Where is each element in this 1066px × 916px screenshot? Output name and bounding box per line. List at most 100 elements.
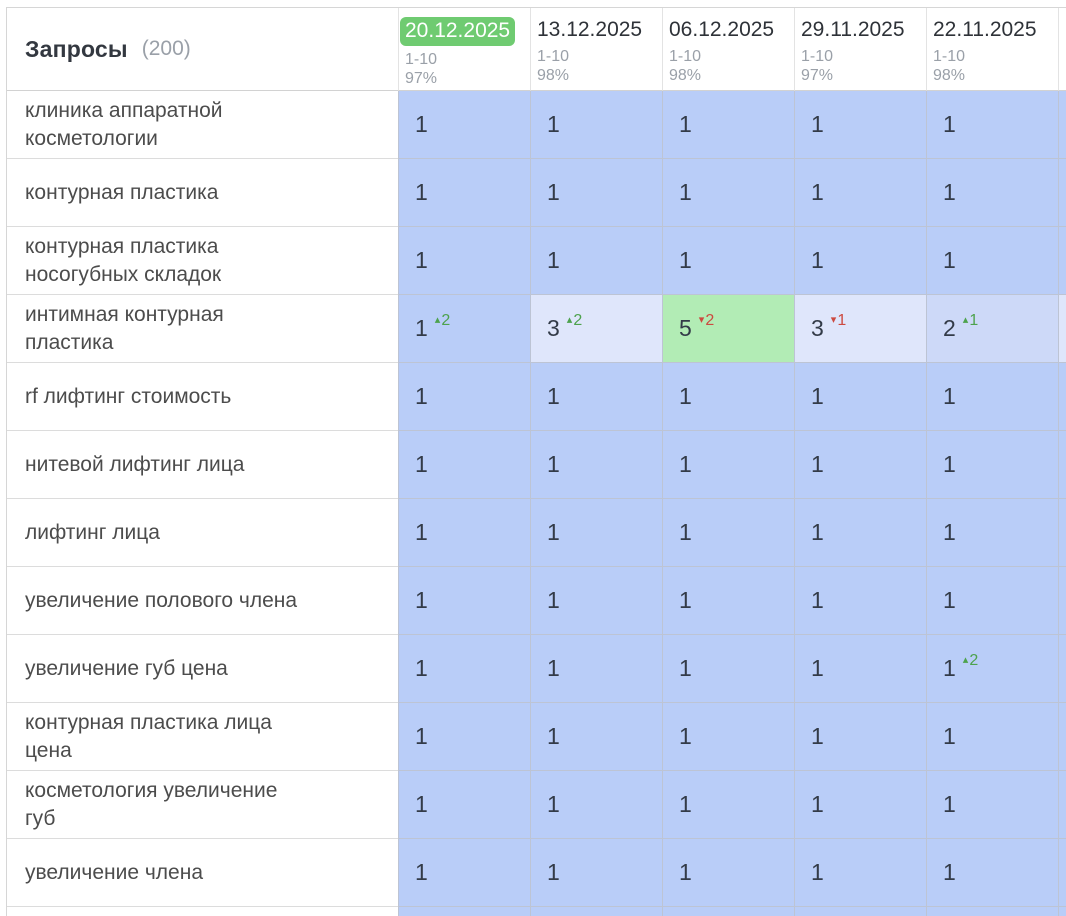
position-cell[interactable]: 1 — [530, 91, 662, 159]
position-cell[interactable]: 1 — [662, 431, 794, 499]
position-cell[interactable]: 1 — [662, 567, 794, 635]
table-row: интимная контурная пластика 1 ▴ 2 3 ▴ 2 5 ▾ 2 3 ▾ 1 2… — [7, 295, 1066, 363]
position-cell[interactable]: 1 — [398, 227, 530, 295]
position-cell[interactable]: 3 ▾ 1 — [794, 295, 926, 363]
position-cell — [1058, 771, 1066, 839]
position-cell[interactable]: 1 — [398, 567, 530, 635]
position-cell[interactable]: 1 — [530, 771, 662, 839]
position-cell[interactable]: 1 — [794, 703, 926, 771]
position-value: 1 — [547, 111, 560, 137]
position-cell[interactable]: 1 — [398, 703, 530, 771]
query-cell[interactable]: увеличение полового члена — [7, 567, 398, 635]
position-cell[interactable]: 1 — [662, 839, 794, 907]
position-cell[interactable]: 1 — [662, 91, 794, 159]
position-cell[interactable]: 1 — [794, 227, 926, 295]
position-cell[interactable]: 1 — [662, 159, 794, 227]
position-cell[interactable]: 1 — [530, 227, 662, 295]
position-cell[interactable]: 1 ▴ 2 — [398, 295, 530, 363]
position-cell[interactable]: 1 — [530, 159, 662, 227]
position-value: 1 — [811, 247, 824, 273]
position-cell[interactable]: 1 — [926, 567, 1058, 635]
position-cell[interactable]: 1 — [662, 771, 794, 839]
position-cell[interactable]: 1 — [926, 703, 1058, 771]
position-cell[interactable]: 1 — [662, 635, 794, 703]
position-value: 1 — [943, 111, 956, 137]
down-arrow-icon: ▾ — [830, 314, 837, 326]
queries-count: (200) — [141, 37, 191, 60]
position-cell[interactable]: 1 — [926, 91, 1058, 159]
table-row: контурная пластика носогубных складок 1 1 1… — [7, 227, 1066, 295]
position-value: 1 — [943, 179, 956, 205]
position-cell[interactable]: 1 — [794, 91, 926, 159]
position-cell[interactable]: 1 — [926, 431, 1058, 499]
visibility-percent: 97% — [405, 70, 438, 88]
position-cell[interactable]: 1 — [530, 431, 662, 499]
date-column-header-0[interactable]: 20.12.2025 1-10 97% — [398, 8, 530, 91]
position-cell[interactable]: 1 — [530, 635, 662, 703]
position-cell[interactable]: 1 — [398, 159, 530, 227]
position-cell[interactable]: 1 — [926, 771, 1058, 839]
position-cell[interactable]: 1 — [926, 363, 1058, 431]
position-value: 1 — [415, 315, 428, 341]
position-value: 1 — [415, 111, 428, 137]
position-cell[interactable]: 1 — [794, 771, 926, 839]
query-text: косметология увеличение губ — [25, 779, 278, 830]
position-cell[interactable]: 3 ▴ 2 — [530, 295, 662, 363]
position-cell[interactable]: 1 — [794, 839, 926, 907]
query-cell[interactable]: увеличение члена — [7, 839, 398, 907]
position-cell[interactable]: 1 — [398, 91, 530, 159]
position-cell[interactable]: 1 — [662, 499, 794, 567]
up-arrow-icon: ▴ — [962, 314, 969, 326]
position-cell[interactable]: 1 — [926, 839, 1058, 907]
query-cell[interactable]: интимная контурная пластика — [7, 295, 398, 363]
table-body: клиника аппаратной косметологии 1 1 1 1 1 конт… — [7, 91, 1066, 916]
position-cell[interactable]: 1 — [530, 499, 662, 567]
position-cell[interactable]: 1 — [794, 363, 926, 431]
query-cell[interactable]: косметология увеличение губ — [7, 771, 398, 839]
position-cell[interactable]: 2 ▴ 1 — [926, 295, 1058, 363]
visibility-percent: 98% — [669, 67, 702, 85]
position-value: 1 — [811, 451, 824, 477]
date-column-header-1[interactable]: 13.12.2025 1-10 98% — [530, 8, 662, 91]
position-cell — [1058, 499, 1066, 567]
position-cell[interactable]: 1 — [398, 635, 530, 703]
query-cell[interactable]: лифтинг лица — [7, 499, 398, 567]
position-cell[interactable]: 1 — [926, 499, 1058, 567]
position-cell[interactable]: 1 — [926, 159, 1058, 227]
position-cell[interactable]: 1 — [662, 703, 794, 771]
position-cell[interactable]: 1 — [794, 635, 926, 703]
query-cell[interactable]: контурная пластика носогубных складок — [7, 227, 398, 295]
position-cell[interactable]: 1 — [662, 227, 794, 295]
position-cell[interactable]: 1 — [662, 363, 794, 431]
query-cell[interactable]: rf лифтинг стоимость — [7, 363, 398, 431]
date-column-header-2[interactable]: 06.12.2025 1-10 98% — [662, 8, 794, 91]
position-cell — [1058, 431, 1066, 499]
position-cell[interactable]: 1 — [794, 159, 926, 227]
table-row: контурная пластика 1 1 1 1 1 — [7, 159, 1066, 227]
up-arrow-icon: ▴ — [566, 314, 573, 326]
position-cell[interactable]: 1 — [398, 431, 530, 499]
query-cell[interactable]: нитевой лифтинг лица — [7, 431, 398, 499]
position-cell[interactable]: 1 — [530, 567, 662, 635]
position-cell[interactable]: 5 ▾ 2 — [662, 295, 794, 363]
position-cell[interactable]: 1 — [926, 227, 1058, 295]
position-cell[interactable]: 1 — [398, 363, 530, 431]
position-cell[interactable]: 1 — [530, 363, 662, 431]
date-column-header-4[interactable]: 22.11.2025 1-10 98% — [926, 8, 1058, 91]
position-cell[interactable]: 1 — [794, 567, 926, 635]
position-value: 1 — [811, 655, 824, 681]
position-cell[interactable]: 1 — [398, 839, 530, 907]
position-cell[interactable]: 1 ▴ 2 — [926, 635, 1058, 703]
position-cell[interactable]: 1 — [398, 499, 530, 567]
position-cell[interactable]: 1 — [794, 499, 926, 567]
query-cell[interactable]: контурная пластика — [7, 159, 398, 227]
position-cell[interactable]: 1 — [398, 771, 530, 839]
position-cell[interactable]: 1 — [530, 839, 662, 907]
date-column-header-3[interactable]: 29.11.2025 1-10 97% — [794, 8, 926, 91]
position-cell[interactable]: 1 — [530, 703, 662, 771]
position-cell[interactable]: 1 — [794, 431, 926, 499]
query-cell[interactable]: увеличение губ цена — [7, 635, 398, 703]
position-cell — [1058, 635, 1066, 703]
query-cell[interactable]: контурная пластика лица цена — [7, 703, 398, 771]
query-cell[interactable]: клиника аппаратной косметологии — [7, 91, 398, 159]
